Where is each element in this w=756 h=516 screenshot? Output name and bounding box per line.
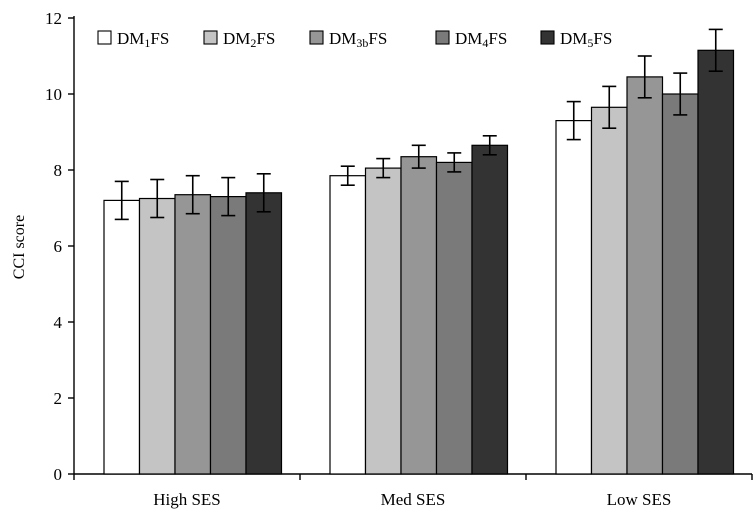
y-axis: 0 2 4 6 8 10 12 — [45, 9, 75, 484]
legend: DM1FS DM2FS DM3bFS DM4FS DM5FS — [97, 29, 612, 50]
bar — [471, 144, 509, 475]
bar — [329, 175, 367, 475]
legend-label: DM1FS — [117, 29, 169, 50]
bar — [245, 192, 283, 475]
legend-label: DM3bFS — [329, 29, 387, 50]
bar — [697, 49, 735, 475]
bar — [364, 167, 402, 475]
x-tick-label: Med SES — [381, 490, 446, 509]
y-tick-label: 2 — [54, 389, 63, 408]
bar — [555, 119, 593, 475]
x-tick-label: High SES — [153, 490, 221, 509]
bars — [103, 49, 735, 475]
y-tick-label: 4 — [54, 313, 63, 332]
legend-swatch — [435, 30, 450, 45]
bar — [174, 194, 212, 475]
bar — [103, 199, 141, 475]
legend-label: DM2FS — [223, 29, 275, 50]
legend-swatch — [540, 30, 555, 45]
bar — [138, 197, 176, 475]
y-tick-label: 10 — [45, 85, 62, 104]
y-tick-label: 12 — [45, 9, 62, 28]
legend-label: DM5FS — [560, 29, 612, 50]
x-tick-label: Low SES — [607, 490, 672, 509]
y-axis-title: CCI score — [11, 215, 28, 279]
bar — [435, 161, 473, 475]
y-tick-label: 6 — [54, 237, 63, 256]
bar — [590, 106, 628, 475]
bar — [626, 76, 664, 475]
bar — [209, 196, 247, 475]
x-axis: High SES Med SES Low SES — [73, 473, 753, 509]
legend-label: DM4FS — [455, 29, 507, 50]
bar — [400, 156, 438, 475]
error-bars — [114, 28, 723, 221]
bar — [661, 93, 699, 475]
legend-swatch — [97, 30, 112, 45]
legend-swatch — [203, 30, 218, 45]
legend-swatch — [309, 30, 324, 45]
y-tick-label: 8 — [54, 161, 63, 180]
y-tick-label: 0 — [54, 465, 63, 484]
